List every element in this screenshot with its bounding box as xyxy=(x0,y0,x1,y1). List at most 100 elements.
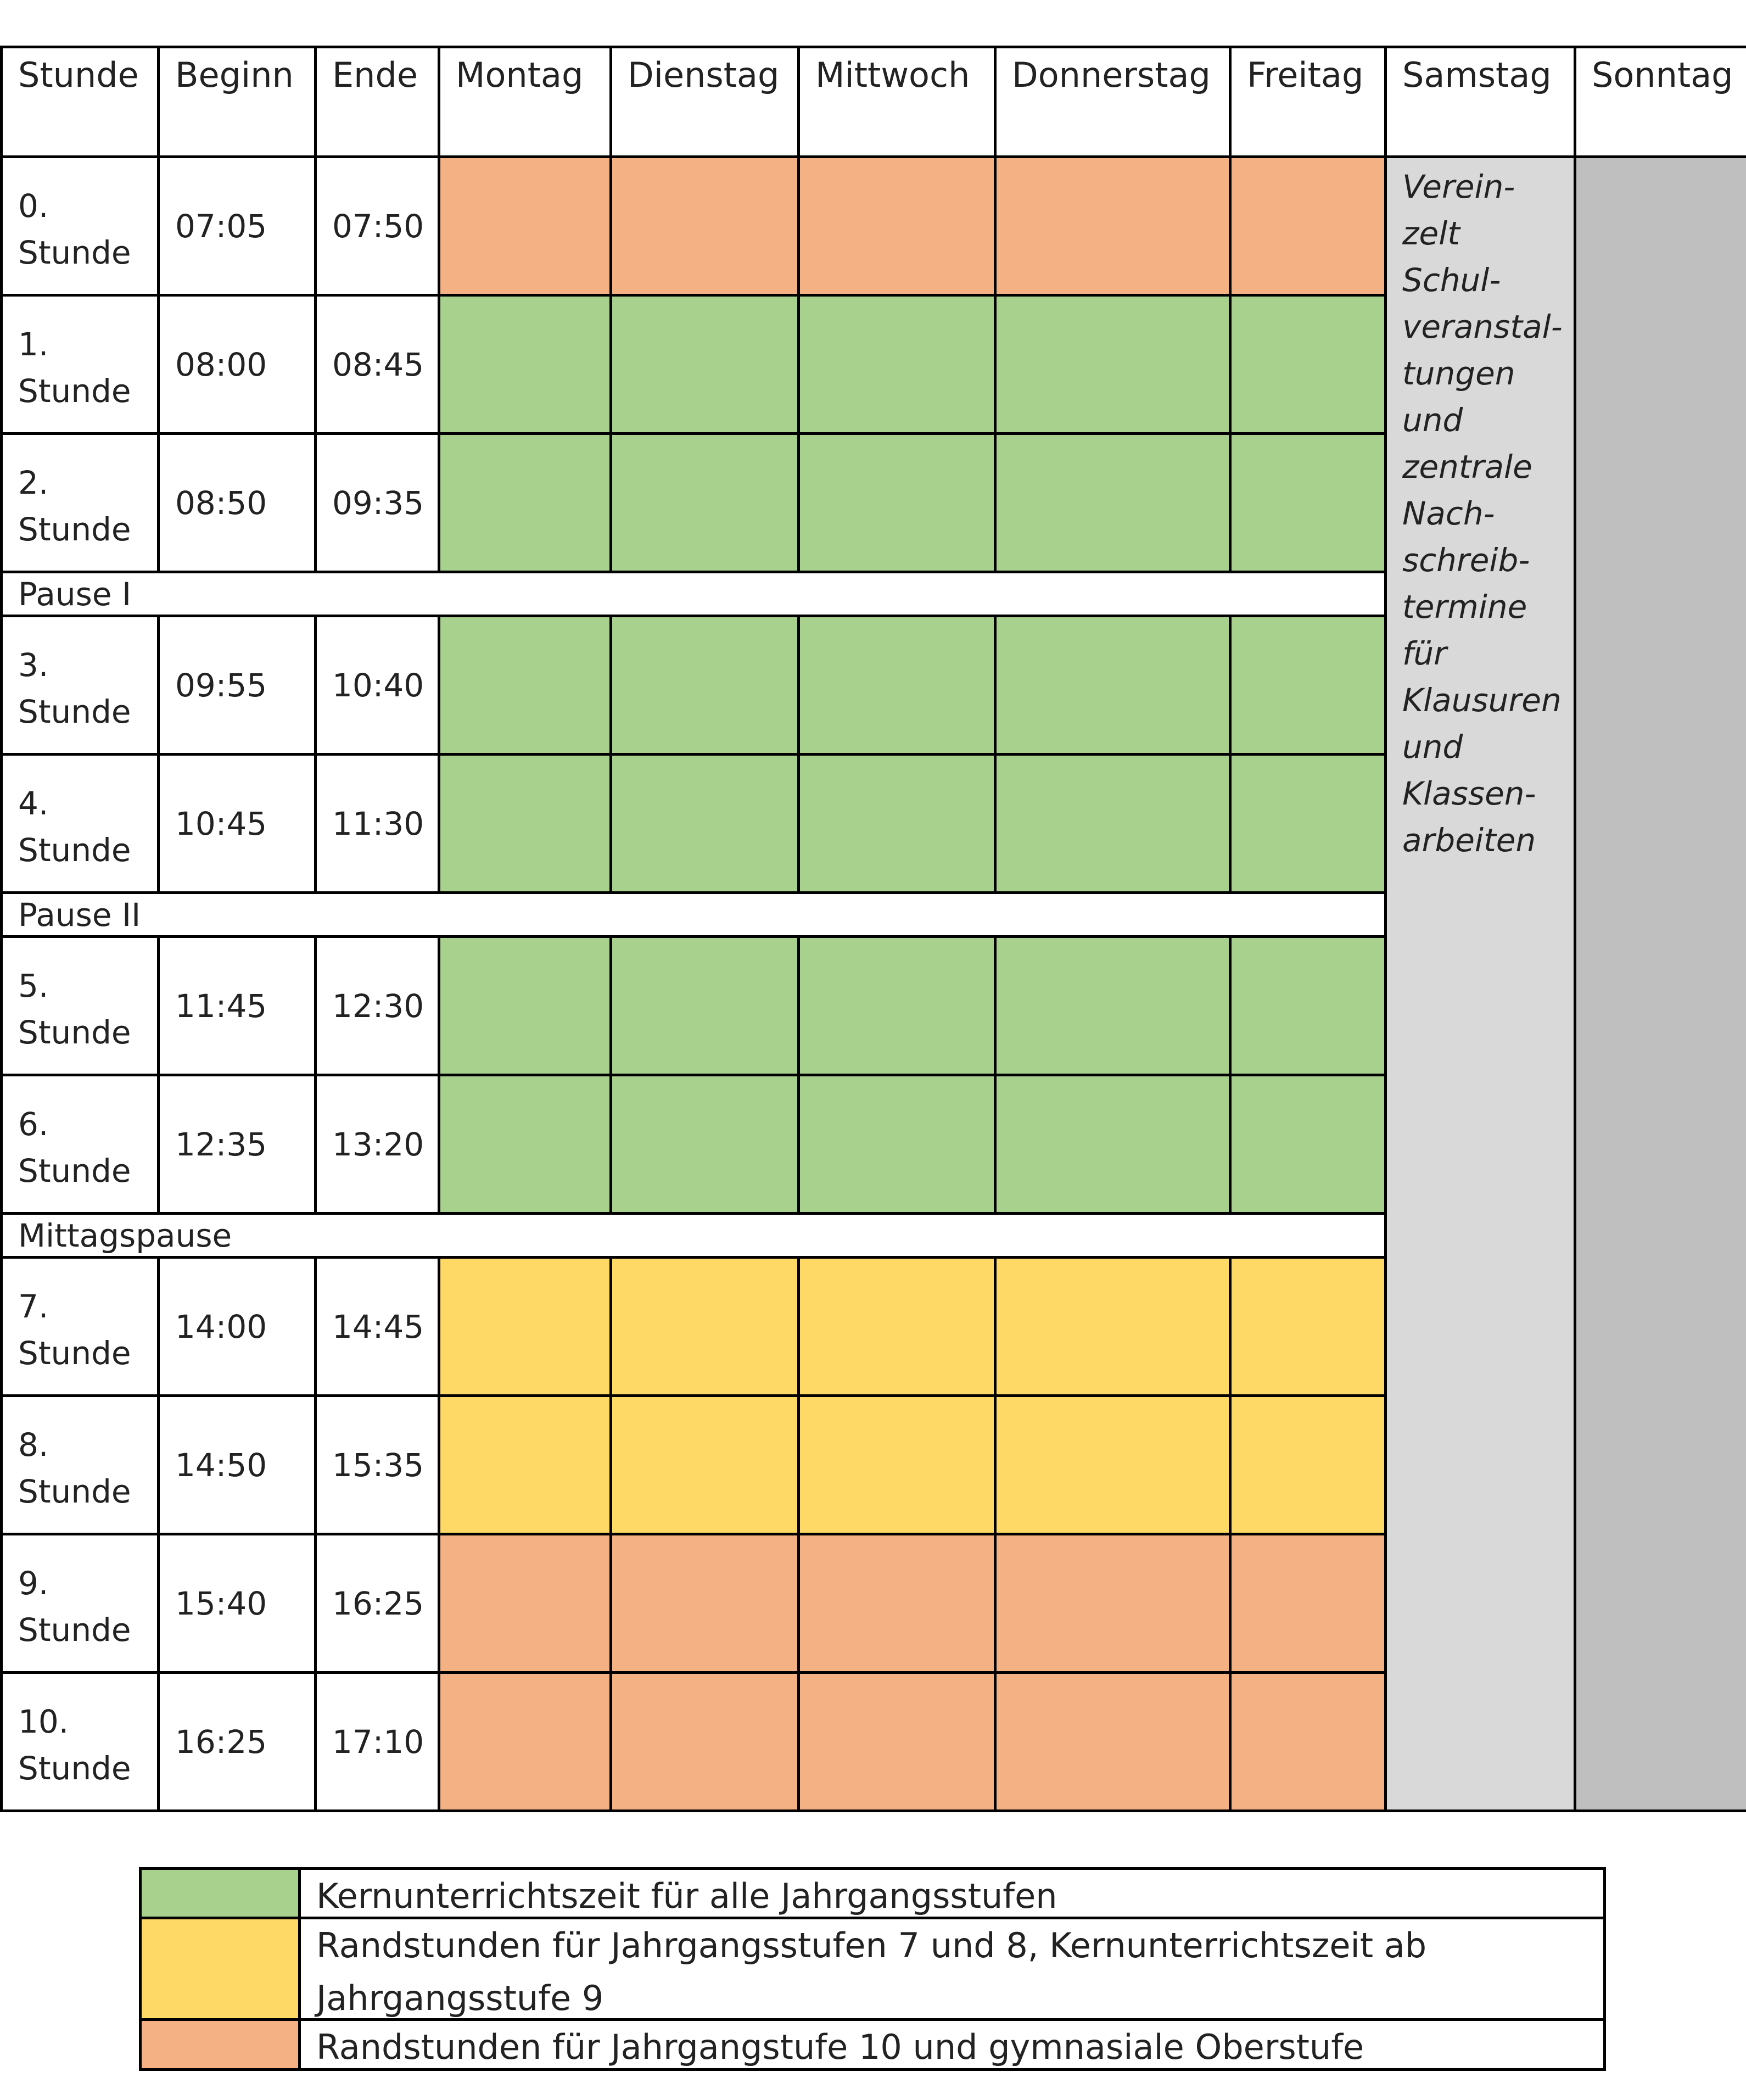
end-time-cell: 13:20 xyxy=(314,1074,440,1215)
slot-donnerstag xyxy=(994,294,1232,435)
header-freitag-label: Freitag xyxy=(1247,55,1364,95)
sunday-column xyxy=(1574,155,1746,1812)
slot-donnerstag xyxy=(994,432,1232,573)
begin-time: 07:05 xyxy=(175,207,267,245)
header-beginn-cell: Beginn xyxy=(157,46,317,158)
legend-swatch-edge_7_8 xyxy=(139,1917,301,2021)
begin-time-cell: 09:55 xyxy=(157,615,317,756)
slot-freitag xyxy=(1229,615,1387,756)
slot-freitag xyxy=(1229,1074,1387,1215)
end-time: 09:35 xyxy=(332,484,424,522)
end-time-cell: 12:30 xyxy=(314,935,440,1076)
header-freitag-cell: Freitag xyxy=(1229,46,1387,158)
end-time: 07:50 xyxy=(332,207,424,245)
legend-text-edge_7_8: Randstunden für Jahrgangsstufen 7 und 8,… xyxy=(298,1917,1606,2021)
slot-mittwoch xyxy=(797,432,997,573)
slot-mittwoch xyxy=(797,1533,997,1674)
end-time: 12:30 xyxy=(332,987,424,1025)
begin-time-cell: 14:50 xyxy=(157,1394,317,1535)
slot-donnerstag xyxy=(994,753,1232,894)
header-stunde-label: Stunde xyxy=(18,55,139,95)
end-time: 16:25 xyxy=(332,1584,424,1622)
break-row: Pause I xyxy=(0,571,1387,617)
end-time-cell: 09:35 xyxy=(314,432,440,573)
header-samstag-cell: Samstag xyxy=(1384,46,1576,158)
slot-donnerstag xyxy=(994,615,1232,756)
slot-freitag xyxy=(1229,1394,1387,1535)
slot-donnerstag xyxy=(994,1394,1232,1535)
end-time-cell: 15:35 xyxy=(314,1394,440,1535)
end-time-cell: 08:45 xyxy=(314,294,440,435)
header-sonntag-cell: Sonntag xyxy=(1574,46,1746,158)
header-donnerstag-label: Donnerstag xyxy=(1012,55,1211,95)
slot-montag xyxy=(438,294,612,435)
saturday-note: Verein- zelt Schul- veranstal- tungen un… xyxy=(1402,168,1563,859)
slot-donnerstag xyxy=(994,1074,1232,1215)
legend-swatch-edge_10_ober xyxy=(139,2018,301,2071)
begin-time: 16:25 xyxy=(175,1723,267,1761)
header-ende-cell: Ende xyxy=(314,46,440,158)
end-time-cell: 17:10 xyxy=(314,1671,440,1812)
break-label: Pause I xyxy=(18,575,132,613)
slot-dienstag xyxy=(609,1074,800,1215)
end-time: 15:35 xyxy=(332,1446,424,1484)
row-label: 1. Stunde xyxy=(18,326,131,410)
slot-mittwoch xyxy=(797,294,997,435)
row-label: 6. Stunde xyxy=(18,1105,131,1189)
break-label: Pause II xyxy=(18,896,141,934)
header-donnerstag-cell: Donnerstag xyxy=(994,46,1232,158)
slot-montag xyxy=(438,1074,612,1215)
legend: Kernunterrichtszeit für alle Jahrgangsst… xyxy=(139,1867,1606,2071)
slot-mittwoch xyxy=(797,1256,997,1397)
header-montag-label: Montag xyxy=(456,55,584,95)
header-mittwoch-cell: Mittwoch xyxy=(797,46,997,158)
row-label-cell: 9. Stunde xyxy=(0,1533,160,1674)
row-label: 5. Stunde xyxy=(18,967,131,1051)
end-time: 17:10 xyxy=(332,1723,424,1761)
slot-dienstag xyxy=(609,1256,800,1397)
begin-time: 08:00 xyxy=(175,345,267,383)
legend-text-core: Kernunterrichtszeit für alle Jahrgangsst… xyxy=(298,1867,1606,1919)
row-label-cell: 3. Stunde xyxy=(0,615,160,756)
begin-time: 14:00 xyxy=(175,1308,267,1345)
break-label: Mittagspause xyxy=(18,1216,232,1254)
slot-dienstag xyxy=(609,432,800,573)
begin-time-cell: 12:35 xyxy=(157,1074,317,1215)
begin-time-cell: 08:00 xyxy=(157,294,317,435)
end-time: 14:45 xyxy=(332,1308,424,1345)
header-sonntag-label: Sonntag xyxy=(1592,55,1733,95)
begin-time-cell: 15:40 xyxy=(157,1533,317,1674)
end-time: 13:20 xyxy=(332,1125,424,1163)
slot-freitag xyxy=(1229,1671,1387,1812)
legend-text-edge_10_ober: Randstunden für Jahrgangstufe 10 und gym… xyxy=(298,2018,1606,2071)
slot-donnerstag xyxy=(994,1256,1232,1397)
row-label-cell: 8. Stunde xyxy=(0,1394,160,1535)
begin-time-cell: 11:45 xyxy=(157,935,317,1076)
slot-donnerstag xyxy=(994,1671,1232,1812)
slot-montag xyxy=(438,1394,612,1535)
slot-donnerstag xyxy=(994,1533,1232,1674)
slot-mittwoch xyxy=(797,753,997,894)
begin-time: 10:45 xyxy=(175,805,267,842)
row-label: 7. Stunde xyxy=(18,1288,131,1372)
row-label-cell: 4. Stunde xyxy=(0,753,160,894)
end-time-cell: 11:30 xyxy=(314,753,440,894)
row-label-cell: 1. Stunde xyxy=(0,294,160,435)
end-time-cell: 10:40 xyxy=(314,615,440,756)
begin-time-cell: 16:25 xyxy=(157,1671,317,1812)
slot-montag xyxy=(438,155,612,297)
slot-montag xyxy=(438,1671,612,1812)
header-dienstag-cell: Dienstag xyxy=(609,46,800,158)
header-samstag-label: Samstag xyxy=(1402,55,1552,95)
begin-time-cell: 14:00 xyxy=(157,1256,317,1397)
begin-time-cell: 08:50 xyxy=(157,432,317,573)
slot-freitag xyxy=(1229,294,1387,435)
begin-time: 09:55 xyxy=(175,666,267,704)
legend-swatch-core xyxy=(139,1867,301,1919)
slot-freitag xyxy=(1229,753,1387,894)
row-label: 3. Stunde xyxy=(18,646,131,730)
slot-dienstag xyxy=(609,935,800,1076)
slot-donnerstag xyxy=(994,155,1232,297)
row-label-cell: 0. Stunde xyxy=(0,155,160,297)
break-row: Mittagspause xyxy=(0,1212,1387,1259)
